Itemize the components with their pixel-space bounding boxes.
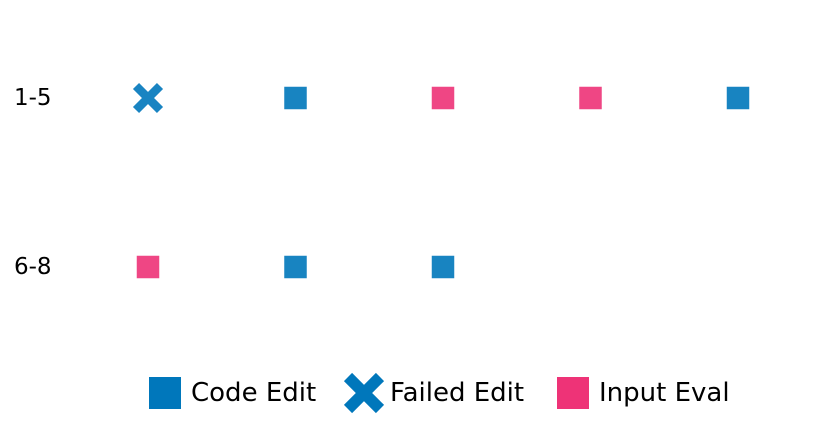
row-label: 1-5	[14, 85, 52, 111]
square-icon	[149, 377, 181, 409]
marker-input-eval	[577, 85, 604, 111]
chart-row-2: 6-8	[14, 254, 456, 280]
marker-input-eval	[430, 85, 456, 111]
legend-label: Failed Edit	[390, 378, 524, 408]
row-label: 6-8	[14, 254, 52, 280]
legend-entry-input-eval: Input Eval	[557, 377, 730, 409]
square-icon	[557, 377, 589, 409]
marker-code-edit	[430, 254, 456, 280]
legend: Code Edit Failed Edit Input Eval	[149, 372, 730, 414]
marker-code-edit	[282, 254, 309, 280]
chart-row-1: 1-5	[14, 81, 751, 115]
marker-code-edit	[725, 85, 751, 111]
marker-input-eval	[135, 254, 161, 280]
marker-failed-edit	[131, 81, 165, 115]
marker-code-edit	[282, 85, 309, 111]
legend-entry-code-edit: Code Edit	[149, 377, 316, 409]
x-icon	[343, 372, 385, 414]
legend-entry-failed-edit: Failed Edit	[343, 372, 524, 414]
legend-label: Code Edit	[191, 378, 316, 408]
legend-label: Input Eval	[599, 378, 730, 408]
rows-layer: 1-5 6-8	[14, 81, 751, 280]
